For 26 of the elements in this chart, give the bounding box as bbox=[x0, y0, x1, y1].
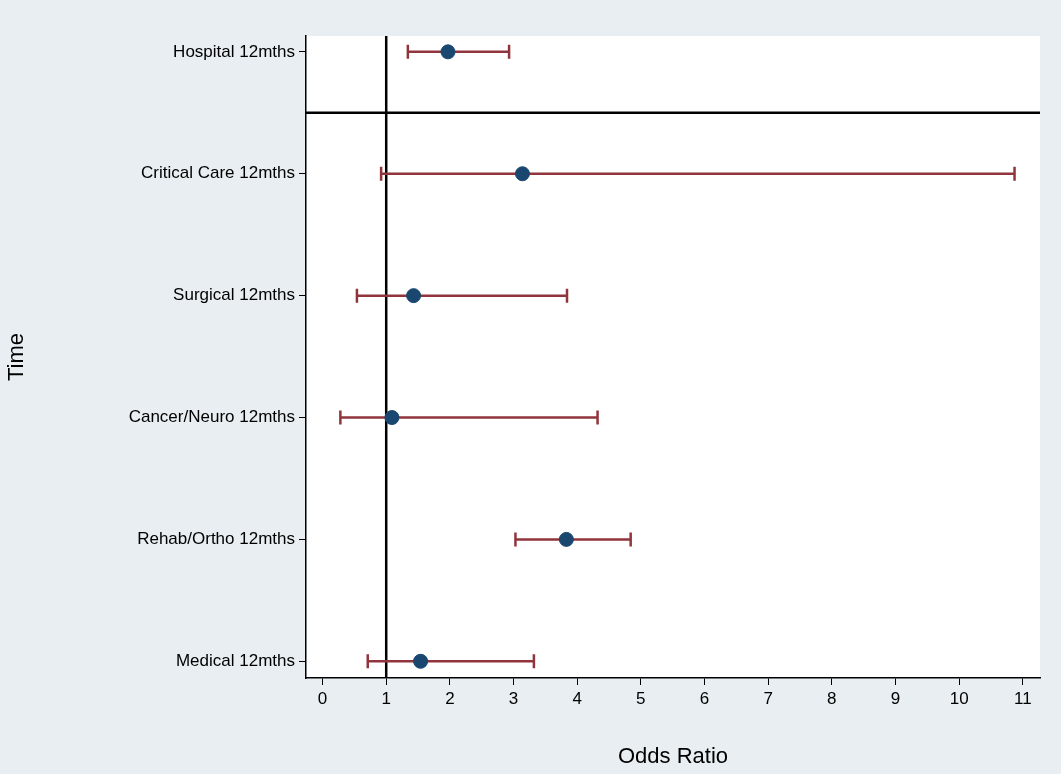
x-tick-label: 6 bbox=[699, 688, 710, 708]
point bbox=[413, 653, 429, 669]
point bbox=[514, 166, 530, 182]
x-tick-label: 4 bbox=[572, 688, 582, 708]
y-tick-label: Rehab/Ortho 12mths bbox=[137, 529, 295, 549]
x-tick-label: 1 bbox=[381, 688, 391, 708]
point bbox=[440, 44, 456, 60]
y-tick-label: Critical Care 12mths bbox=[141, 163, 295, 183]
point bbox=[384, 410, 400, 426]
x-tick-label: 3 bbox=[508, 688, 519, 708]
point bbox=[406, 288, 422, 304]
x-axis-title: Odds Ratio bbox=[617, 742, 729, 768]
x-tick-label: 2 bbox=[445, 688, 455, 708]
x-tick-label: 9 bbox=[890, 688, 901, 708]
x-tick-label: 5 bbox=[636, 688, 646, 708]
x-tick-label: 7 bbox=[763, 688, 773, 708]
y-axis-title: Time bbox=[3, 332, 29, 382]
y-tick-label: Hospital 12mths bbox=[173, 41, 295, 61]
point bbox=[558, 531, 574, 547]
y-tick-label: Medical 12mths bbox=[175, 650, 295, 670]
x-tick-label: 8 bbox=[827, 688, 837, 708]
y-tick-label: Cancer/Neuro 12mths bbox=[128, 407, 295, 427]
x-tick-label: 11 bbox=[1013, 688, 1032, 708]
x-tick-label: 10 bbox=[949, 688, 969, 708]
y-tick-label: Surgical 12mths bbox=[173, 285, 295, 305]
x-tick-label: 0 bbox=[317, 688, 328, 708]
